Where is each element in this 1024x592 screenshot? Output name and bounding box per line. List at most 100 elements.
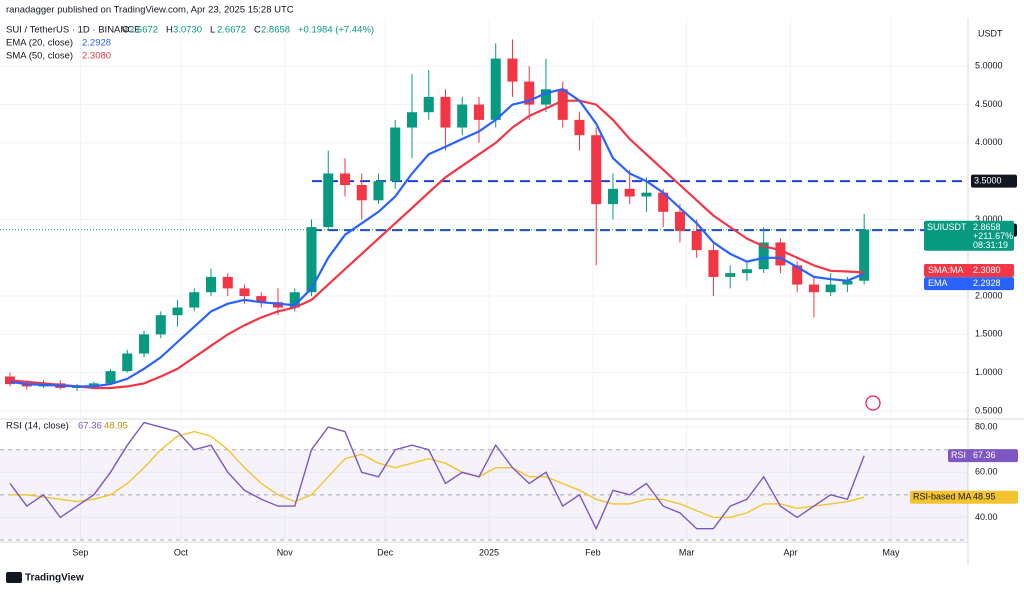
candle-body [440,96,451,128]
y-tick-label: 1.0000 [975,367,1003,377]
indicator-tag-value: 48.95 [973,492,996,502]
candle-body [708,250,719,277]
indicator-tag-box [924,263,1014,277]
candle-body [172,307,183,316]
candle-body [473,104,484,120]
x-tick-label: Oct [174,547,189,557]
candle-body [289,292,300,308]
price-tag-symbol: SUIUSDT [927,222,967,232]
candle-body [356,184,367,201]
rsi-legend: RSI (14, close) [6,421,69,432]
candle-body [540,89,551,105]
candle-body [155,315,166,335]
candle-body [557,89,568,120]
level-label-box [971,174,1017,188]
indicator-tag-name: SMA:MA [928,265,964,275]
indicator-tag-box [910,490,1018,504]
indicator-line [9,421,865,531]
level-label: 3.5000 [974,176,1002,186]
sma-legend: SMA (50, close) [6,51,73,62]
price-tag-box [924,220,1014,251]
price-tag-change: +211.67% [973,231,1013,241]
candle-body [139,334,150,354]
symbol: SUI / TetherUS · 1D · BINANCE [6,25,140,36]
x-tick-label: Mar [679,547,695,557]
y-tick-label: 4.0000 [975,137,1003,147]
candle-body [339,173,351,185]
y-tick-label: 3.0000 [975,214,1003,224]
indicator-line [9,88,865,388]
marks [0,39,968,531]
y-tick-label: 40.00 [975,512,998,522]
candle-body [792,265,803,285]
candle-body [390,127,401,182]
candle-body [105,371,116,384]
candle-body [725,273,736,277]
change: +0.1984 (+7.44%) [298,25,374,36]
candle-body [205,276,217,293]
ohlc-value: 3.0730 [173,25,202,36]
rsi-ma-legend-value: 48.95 [104,421,128,432]
unit-label: USDT [978,28,1003,38]
x-tick-label: Nov [277,547,294,557]
indicator-line [9,99,865,390]
indicator-tag-value: 2.3080 [973,265,1001,275]
x-tick-label: Dec [377,547,394,557]
candle-body [859,229,870,281]
ohlc-value: 2.6672 [129,25,158,36]
candle-body [741,269,752,274]
y-tick-label: 80.00 [975,421,998,431]
candle-body [842,280,853,285]
candle-body [607,188,618,205]
candle-body [222,276,233,289]
candle-body [674,211,685,231]
candle-body [306,227,317,293]
indicator-tag-value: 2.2928 [973,278,1001,288]
candle-body [691,230,702,251]
y-tick-label: 4.5000 [975,99,1003,109]
candle-body [825,284,836,293]
ohlc-value: 2.6672 [217,25,246,36]
indicator-tag-name: EMA [928,278,948,288]
ohlc-key: L [210,25,215,36]
candle-body [21,384,32,387]
logo-icon [6,572,22,583]
candle-body [272,302,284,308]
candle-body [574,119,585,136]
footer-logo: TradingView [25,573,84,584]
candle-body [507,58,518,82]
indicator-tag-box [924,277,1014,291]
candle-body [423,96,434,113]
rsi-legend-value: 67.36 [78,421,102,432]
candle-body [323,173,334,228]
x-tick-label: Feb [585,547,601,557]
candle-body [406,112,418,128]
price-tag-countdown: 08:31:19 [973,240,1008,250]
ohlc-key: C [254,25,261,36]
candle-body [373,181,384,201]
y-tick-label: 2.0000 [975,290,1003,300]
candle-body [624,188,635,197]
alert-icon [865,395,881,411]
publisher: ranadagger published on TradingView.com,… [6,5,294,16]
indicator-tag-name: RSI-based MA [913,492,972,502]
candle-body [758,242,769,270]
candle-body [591,135,602,205]
x-tick-label: Sep [72,547,88,557]
x-tick-label: 2025 [479,547,499,557]
price-tag-value: 2.8658 [973,222,1001,232]
sma-legend-value: 2.3080 [82,51,111,62]
x-tick-label: Apr [783,547,797,557]
y-tick-label: 60.00 [975,467,998,477]
candle-body [122,353,133,372]
grid [0,18,968,542]
indicator-tag-value: 67.36 [973,450,996,460]
candle-body [658,192,669,212]
ema-legend: EMA (20, close) [6,38,73,49]
candle-body [524,81,535,105]
ohlc-key: H [166,25,173,36]
indicator-tag-box [948,449,1018,463]
candle-body [88,383,99,387]
labels: Sep Oct Nov Dec 2025 Feb Mar Apr May 0.5000 1.0000… [72,61,1018,557]
